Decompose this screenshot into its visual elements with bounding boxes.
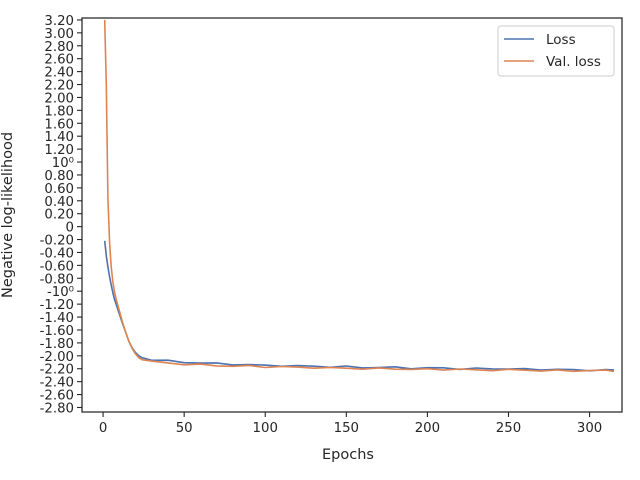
y-tick-label: 2.00 <box>44 91 74 106</box>
y-tick-label: -2.40 <box>40 376 74 391</box>
y-tick-label: -1.80 <box>40 337 74 352</box>
y-tick-label: 2.80 <box>44 40 74 55</box>
x-tick-label: 50 <box>176 421 193 436</box>
legend-label-loss: Loss <box>546 32 576 48</box>
x-axis: 0 50 100 150 200 250 300 <box>99 412 602 436</box>
y-tick-label: -1.60 <box>40 324 74 339</box>
y-tick-label: 3.00 <box>44 27 74 42</box>
y-tick-label: 2.20 <box>44 79 74 94</box>
y-tick-label: 1.40 <box>44 130 74 145</box>
x-tick-label: 0 <box>99 421 107 436</box>
series-line-val-loss <box>103 19 615 373</box>
y-axis: 3.203.002.802.602.402.202.001.801.601.40… <box>40 14 82 416</box>
y-tick-label: 1.20 <box>44 143 74 158</box>
y-tick-label: -0.20 <box>40 234 74 249</box>
legend-label-val-loss: Val. loss <box>546 54 601 70</box>
y-tick-label: -10⁰ <box>47 285 74 300</box>
y-tick-label: -2.20 <box>40 363 74 378</box>
y-tick-label: 2.40 <box>44 66 74 81</box>
y-tick-label: 0.40 <box>44 195 74 210</box>
y-tick-label: 0.60 <box>44 182 74 197</box>
plot-area <box>103 19 615 373</box>
y-tick-label: -2.60 <box>40 389 74 404</box>
x-axis-title: Epochs <box>322 447 374 463</box>
x-tick-label: 150 <box>334 421 359 436</box>
y-tick-label: -1.40 <box>40 311 74 326</box>
x-tick-label: 200 <box>415 421 440 436</box>
x-tick-label: 100 <box>253 421 278 436</box>
series-line-loss <box>103 240 614 372</box>
y-tick-label: 3.20 <box>44 14 74 29</box>
y-tick-label: 10⁰ <box>52 156 74 171</box>
y-tick-label: -0.80 <box>40 272 74 287</box>
y-tick-label: -0.60 <box>40 259 74 274</box>
x-tick-label: 250 <box>496 421 521 436</box>
y-tick-label: 2.60 <box>44 53 74 68</box>
y-tick-label: -2.80 <box>40 401 74 416</box>
axes-frame <box>81 17 623 413</box>
y-tick-label: -2.00 <box>40 350 74 365</box>
y-tick-label: 0.80 <box>44 169 74 184</box>
y-tick-label: 0.20 <box>44 208 74 223</box>
y-tick-label: 0 <box>66 221 74 236</box>
y-tick-label: -1.20 <box>40 298 74 313</box>
y-tick-label: 1.60 <box>44 117 74 132</box>
y-tick-label: -0.40 <box>40 246 74 261</box>
y-tick-label: 1.80 <box>44 104 74 119</box>
y-axis-title: Negative log-likelihood <box>0 132 16 298</box>
x-tick-label: 300 <box>577 421 602 436</box>
legend: Loss Val. loss <box>497 25 615 77</box>
